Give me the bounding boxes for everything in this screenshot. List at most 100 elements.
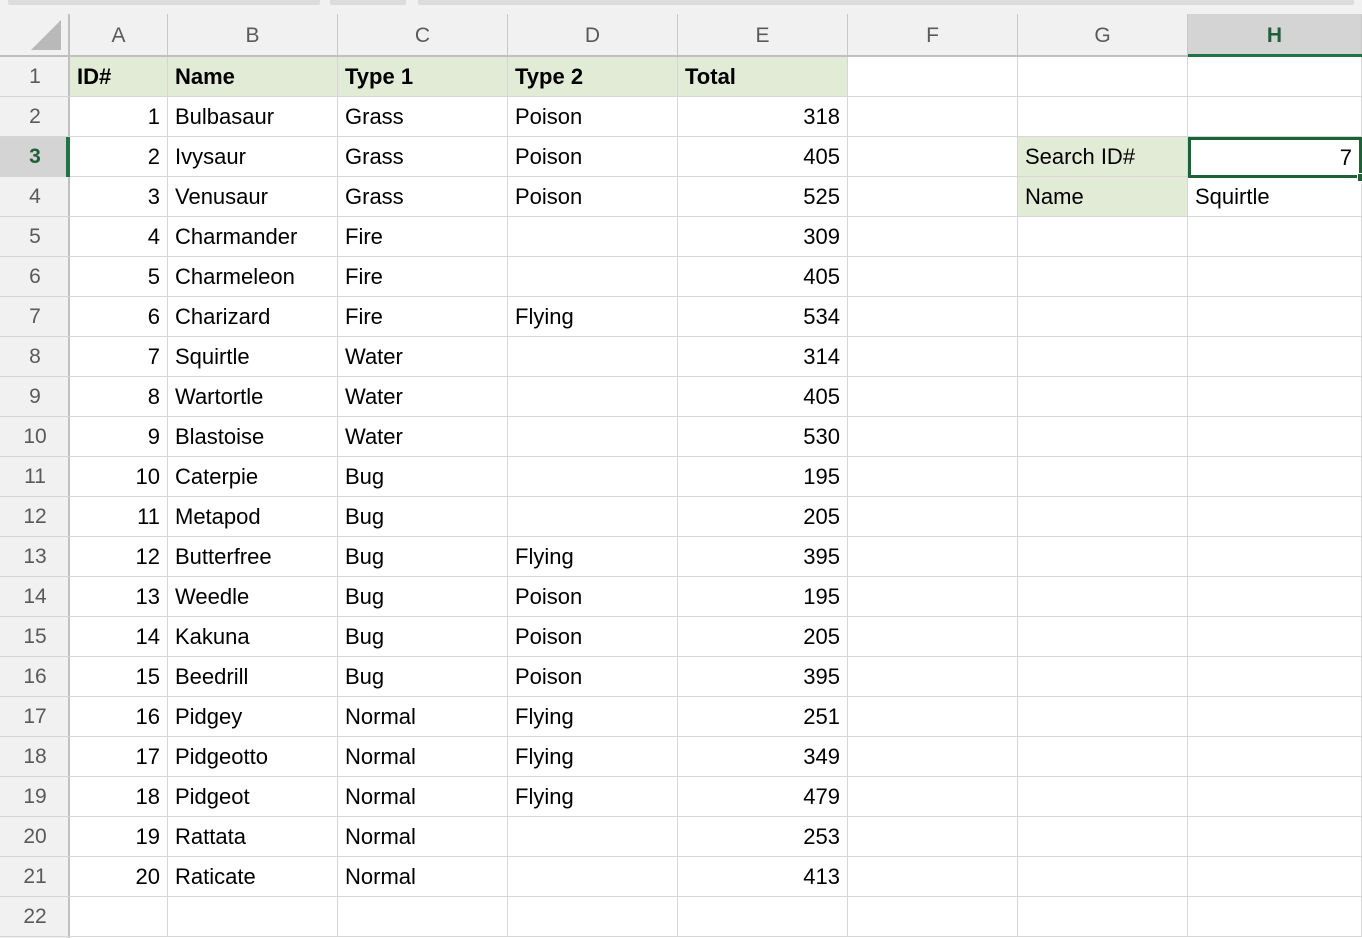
cell-G15[interactable] bbox=[1018, 617, 1188, 657]
cell-D21[interactable] bbox=[508, 857, 678, 897]
cell-C18[interactable]: Normal bbox=[338, 737, 508, 777]
cell-B11[interactable]: Caterpie bbox=[168, 457, 338, 497]
cell-A10[interactable]: 9 bbox=[70, 417, 168, 457]
cell-D19[interactable]: Flying bbox=[508, 777, 678, 817]
cell-A15[interactable]: 14 bbox=[70, 617, 168, 657]
cell-D16[interactable]: Poison bbox=[508, 657, 678, 697]
cell-E10[interactable]: 530 bbox=[678, 417, 848, 457]
cell-A4[interactable]: 3 bbox=[70, 177, 168, 217]
cell-H19[interactable] bbox=[1188, 777, 1362, 817]
cell-G19[interactable] bbox=[1018, 777, 1188, 817]
cell-H8[interactable] bbox=[1188, 337, 1362, 377]
cell-H21[interactable] bbox=[1188, 857, 1362, 897]
row-header-6[interactable]: 6 bbox=[0, 257, 70, 297]
cell-E12[interactable]: 205 bbox=[678, 497, 848, 537]
cell-C11[interactable]: Bug bbox=[338, 457, 508, 497]
cell-D4[interactable]: Poison bbox=[508, 177, 678, 217]
result-name-value[interactable]: Squirtle bbox=[1188, 177, 1362, 217]
result-name-label[interactable]: Name bbox=[1018, 177, 1188, 217]
row-header-22[interactable]: 22 bbox=[0, 897, 70, 937]
row-header-14[interactable]: 14 bbox=[0, 577, 70, 617]
row-header-21[interactable]: 21 bbox=[0, 857, 70, 897]
column-header-c[interactable]: C bbox=[338, 14, 508, 57]
cell-A17[interactable]: 16 bbox=[70, 697, 168, 737]
cell-C2[interactable]: Grass bbox=[338, 97, 508, 137]
column-header-a[interactable]: A bbox=[70, 14, 168, 57]
cell-C22[interactable] bbox=[338, 897, 508, 937]
cell-H11[interactable] bbox=[1188, 457, 1362, 497]
row-header-4[interactable]: 4 bbox=[0, 177, 70, 217]
cell-E3[interactable]: 405 bbox=[678, 137, 848, 177]
cell-C14[interactable]: Bug bbox=[338, 577, 508, 617]
cell-H22[interactable] bbox=[1188, 897, 1362, 937]
cell-B1[interactable]: Name bbox=[168, 57, 338, 97]
cell-D7[interactable]: Flying bbox=[508, 297, 678, 337]
cell-D6[interactable] bbox=[508, 257, 678, 297]
cell-D22[interactable] bbox=[508, 897, 678, 937]
cell-G13[interactable] bbox=[1018, 537, 1188, 577]
cell-F12[interactable] bbox=[848, 497, 1018, 537]
cell-A8[interactable]: 7 bbox=[70, 337, 168, 377]
cell-B21[interactable]: Raticate bbox=[168, 857, 338, 897]
cell-D5[interactable] bbox=[508, 217, 678, 257]
cell-C15[interactable]: Bug bbox=[338, 617, 508, 657]
cell-E20[interactable]: 253 bbox=[678, 817, 848, 857]
cell-D15[interactable]: Poison bbox=[508, 617, 678, 657]
cell-A3[interactable]: 2 bbox=[70, 137, 168, 177]
cell-F9[interactable] bbox=[848, 377, 1018, 417]
column-header-g[interactable]: G bbox=[1018, 14, 1188, 57]
cell-E8[interactable]: 314 bbox=[678, 337, 848, 377]
row-header-16[interactable]: 16 bbox=[0, 657, 70, 697]
cell-D2[interactable]: Poison bbox=[508, 97, 678, 137]
cell-G12[interactable] bbox=[1018, 497, 1188, 537]
cell-E2[interactable]: 318 bbox=[678, 97, 848, 137]
column-header-f[interactable]: F bbox=[848, 14, 1018, 57]
column-header-e[interactable]: E bbox=[678, 14, 848, 57]
cell-C12[interactable]: Bug bbox=[338, 497, 508, 537]
cell-A7[interactable]: 6 bbox=[70, 297, 168, 337]
row-header-8[interactable]: 8 bbox=[0, 337, 70, 377]
cell-D13[interactable]: Flying bbox=[508, 537, 678, 577]
cell-B12[interactable]: Metapod bbox=[168, 497, 338, 537]
cell-B3[interactable]: Ivysaur bbox=[168, 137, 338, 177]
cell-C6[interactable]: Fire bbox=[338, 257, 508, 297]
cell-D18[interactable]: Flying bbox=[508, 737, 678, 777]
cell-B10[interactable]: Blastoise bbox=[168, 417, 338, 457]
row-header-12[interactable]: 12 bbox=[0, 497, 70, 537]
cell-F22[interactable] bbox=[848, 897, 1018, 937]
select-all-corner[interactable] bbox=[0, 14, 70, 57]
cell-A13[interactable]: 12 bbox=[70, 537, 168, 577]
cell-D20[interactable] bbox=[508, 817, 678, 857]
cell-C21[interactable]: Normal bbox=[338, 857, 508, 897]
cell-G18[interactable] bbox=[1018, 737, 1188, 777]
cell-D10[interactable] bbox=[508, 417, 678, 457]
cell-D9[interactable] bbox=[508, 377, 678, 417]
cell-A12[interactable]: 11 bbox=[70, 497, 168, 537]
row-header-18[interactable]: 18 bbox=[0, 737, 70, 777]
cell-G5[interactable] bbox=[1018, 217, 1188, 257]
cell-H2[interactable] bbox=[1188, 97, 1362, 137]
cell-F11[interactable] bbox=[848, 457, 1018, 497]
cell-F17[interactable] bbox=[848, 697, 1018, 737]
cell-F18[interactable] bbox=[848, 737, 1018, 777]
cell-B8[interactable]: Squirtle bbox=[168, 337, 338, 377]
cell-B20[interactable]: Rattata bbox=[168, 817, 338, 857]
cell-A18[interactable]: 17 bbox=[70, 737, 168, 777]
cell-A20[interactable]: 19 bbox=[70, 817, 168, 857]
cell-E22[interactable] bbox=[678, 897, 848, 937]
cell-H1[interactable] bbox=[1188, 57, 1362, 97]
cell-H20[interactable] bbox=[1188, 817, 1362, 857]
cell-B9[interactable]: Wartortle bbox=[168, 377, 338, 417]
row-header-5[interactable]: 5 bbox=[0, 217, 70, 257]
row-header-15[interactable]: 15 bbox=[0, 617, 70, 657]
cell-E21[interactable]: 413 bbox=[678, 857, 848, 897]
column-header-d[interactable]: D bbox=[508, 14, 678, 57]
cell-F16[interactable] bbox=[848, 657, 1018, 697]
cell-A2[interactable]: 1 bbox=[70, 97, 168, 137]
cell-B16[interactable]: Beedrill bbox=[168, 657, 338, 697]
row-header-1[interactable]: 1 bbox=[0, 57, 70, 97]
cell-F21[interactable] bbox=[848, 857, 1018, 897]
cell-F7[interactable] bbox=[848, 297, 1018, 337]
cell-F4[interactable] bbox=[848, 177, 1018, 217]
